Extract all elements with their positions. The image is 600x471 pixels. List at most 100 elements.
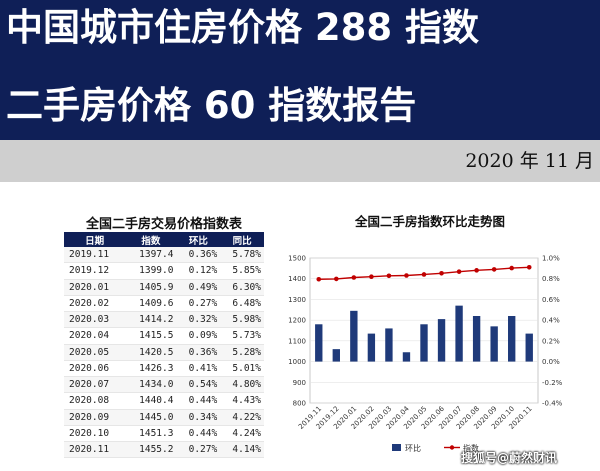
right-tick-label: -0.2% [542,379,563,387]
bar-mom [367,333,376,362]
report-title-line1: 中国城市住房价格 288 指数 [6,6,479,49]
table-row: 2020.08 1440.4 0.44% 4.43% [64,392,264,410]
index-point [509,265,514,271]
watermark: 搜狐号@蔚然财讯 [461,451,558,465]
cell-index: 1440.4 [125,392,177,410]
left-tick-label: 1200 [288,317,306,325]
cell-index: 1405.9 [125,279,177,296]
index-table: 日期 指数 环比 同比 2019.11 1397.4 0.36% 5.78% 2019.… [64,232,264,459]
bar-mom [350,310,358,362]
bar-mom [490,326,498,362]
cell-index: 1455.2 [125,441,177,459]
left-tick-label: 900 [293,379,306,387]
table-row: 2020.02 1409.6 0.27% 6.48% [64,295,264,313]
cell-mom: 0.32% [176,311,221,329]
bar-mom [455,305,463,362]
cell-mom: 0.41% [176,360,221,378]
cell-date: 2020.07 [64,376,126,394]
table-row: 2020.01 1405.9 0.49% 6.30% [64,279,264,296]
index-point [334,276,339,282]
cell-index: 1451.3 [125,425,177,443]
cell-index: 1414.2 [125,311,177,329]
chart-title: 全国二手房指数环比走势图 [354,214,505,229]
bar-mom [525,333,533,362]
legend-label-bar: 环比 [405,443,421,453]
cell-date: 2019.11 [64,247,126,264]
right-tick-label: 0.8% [542,275,560,283]
index-point [526,264,532,270]
right-tick-label: 0.4% [542,317,560,325]
table-row: 2020.10 1451.3 0.44% 4.24% [64,425,264,443]
cell-mom: 0.44% [176,392,221,410]
table-row: 2020.04 1415.5 0.09% 5.73% [64,327,264,345]
right-tick-label: 0.0% [542,358,560,366]
cell-mom: 0.12% [176,262,221,280]
cell-mom: 0.34% [176,409,221,426]
index-point [421,272,427,277]
col-header-date: 日期 [64,232,126,247]
cell-date: 2020.06 [64,360,126,378]
cell-yoy: 5.78% [220,247,264,264]
report-title-line2: 二手房价格 60 指数报告 [6,84,417,127]
cell-date: 2020.09 [64,409,126,426]
table-row: 2020.05 1420.5 0.36% 5.28% [64,344,264,361]
table-title: 全国二手房交易价格指数表 [85,217,242,232]
table-row: 2020.03 1414.2 0.32% 5.98% [64,311,264,329]
index-point [351,275,357,280]
table-header-row: 日期 指数 环比 同比 [64,232,264,247]
header-banner [0,0,600,140]
cell-date: 2020.04 [64,327,126,345]
col-header-mom: 环比 [176,232,221,247]
cell-mom: 0.09% [176,327,221,345]
cell-date: 2020.01 [64,279,126,296]
cell-date: 2019.12 [64,262,126,280]
legend-swatch-bar [392,444,401,451]
cell-mom: 0.44% [176,425,221,443]
index-point [404,273,409,278]
cell-index: 1420.5 [125,344,177,361]
table-row: 2020.07 1434.0 0.54% 4.80% [64,376,264,394]
legend-label-line: 指数 [463,443,479,453]
left-tick-label: 1000 [288,358,306,366]
cell-index: 1397.4 [125,247,177,264]
left-tick-label: 1400 [288,275,306,283]
bar-mom [315,324,323,362]
cell-date: 2020.02 [64,295,126,313]
date-band [0,140,600,182]
right-tick-label: 0.6% [542,296,560,304]
left-tick-label: 1300 [288,296,306,304]
bar-mom [437,319,446,362]
cell-index: 1399.0 [125,262,177,280]
cell-date: 2020.05 [64,344,126,361]
cell-mom: 0.49% [176,279,221,296]
bar-mom [402,352,411,362]
right-tick-label: 0.2% [542,337,560,345]
cell-yoy: 6.30% [220,279,264,296]
cell-yoy: 4.80% [220,376,264,394]
bar-mom [472,316,481,362]
report-date: 2020 年 11 月 [465,150,594,172]
cell-mom: 0.54% [176,376,221,394]
cell-date: 2020.03 [64,311,126,329]
right-tick-label: 1.0% [542,255,560,263]
cell-yoy: 5.98% [220,311,264,329]
right-tick-label: -0.4% [542,400,563,408]
legend-swatch-line-point [449,445,455,450]
cell-date: 2020.11 [64,441,126,459]
cell-yoy: 4.24% [220,425,264,443]
index-point [456,269,462,274]
bar-mom [332,349,340,362]
left-tick-label: 1100 [288,337,306,345]
cell-index: 1415.5 [125,327,177,345]
index-point [369,274,374,280]
col-header-yoy: 同比 [220,232,264,247]
cell-date: 2020.08 [64,392,126,410]
table-row: 2019.12 1399.0 0.12% 5.85% [64,262,264,280]
left-tick-label: 1500 [288,255,306,263]
table-row: 2020.06 1426.3 0.41% 5.01% [64,360,264,378]
cell-mom: 0.36% [176,344,221,361]
bar-mom [508,316,516,362]
mom-trend-chart: 800 900 1000 1100 1200 1300 1400 1500 -0.4% -0.2%… [288,255,563,454]
cell-mom: 0.27% [176,295,221,313]
cell-index: 1434.0 [125,376,177,394]
